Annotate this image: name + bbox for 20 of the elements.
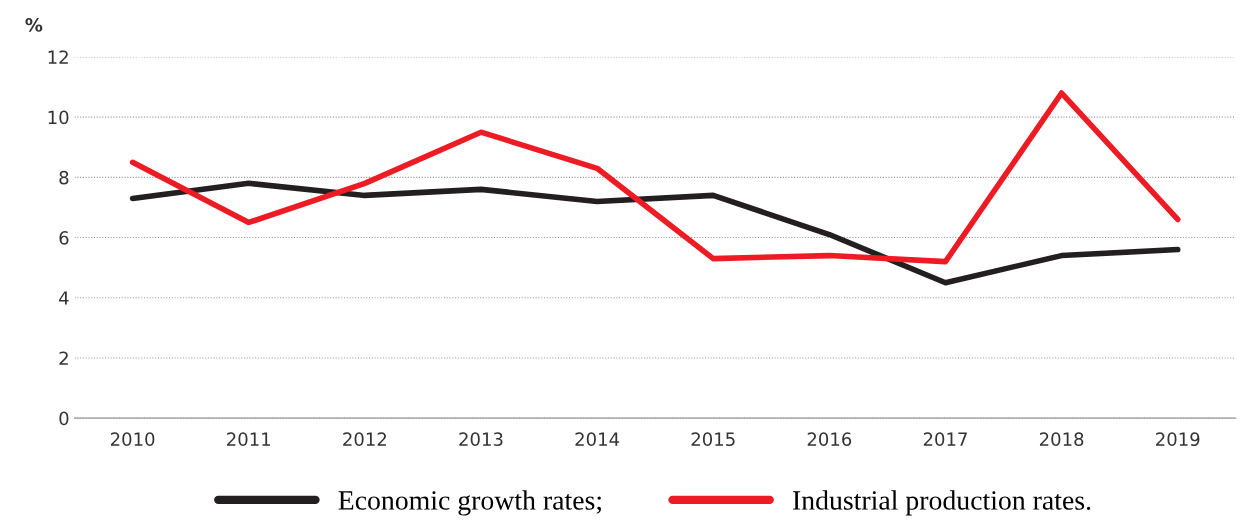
y-tick-label: 10 — [48, 110, 69, 125]
x-tick-label: 2019 — [1156, 432, 1200, 447]
x-tick-label: 2016 — [807, 432, 852, 447]
x-tick-label: 2018 — [1039, 432, 1084, 447]
x-tick-label: 2010 — [110, 432, 155, 447]
y-tick-label: 4 — [59, 291, 69, 305]
legend-label: Economic growth rates; — [338, 490, 601, 516]
x-tick-label: 2014 — [575, 432, 620, 447]
x-tick-label: 2013 — [459, 432, 503, 447]
y-axis-title: % — [25, 18, 43, 32]
y-tick-label: 6 — [59, 231, 69, 245]
x-tick-label: 2012 — [343, 432, 386, 447]
legend-label: Industrial production rates. — [792, 490, 1091, 516]
y-tick-label: 8 — [59, 170, 69, 185]
x-tick-label: 2017 — [923, 432, 967, 447]
y-tick-label: 0 — [59, 411, 69, 426]
y-tick-label: 12 — [48, 50, 68, 64]
x-tick-label: 2011 — [227, 432, 271, 447]
x-tick-label: 2015 — [691, 432, 735, 447]
y-tick-label: 2 — [59, 351, 68, 365]
